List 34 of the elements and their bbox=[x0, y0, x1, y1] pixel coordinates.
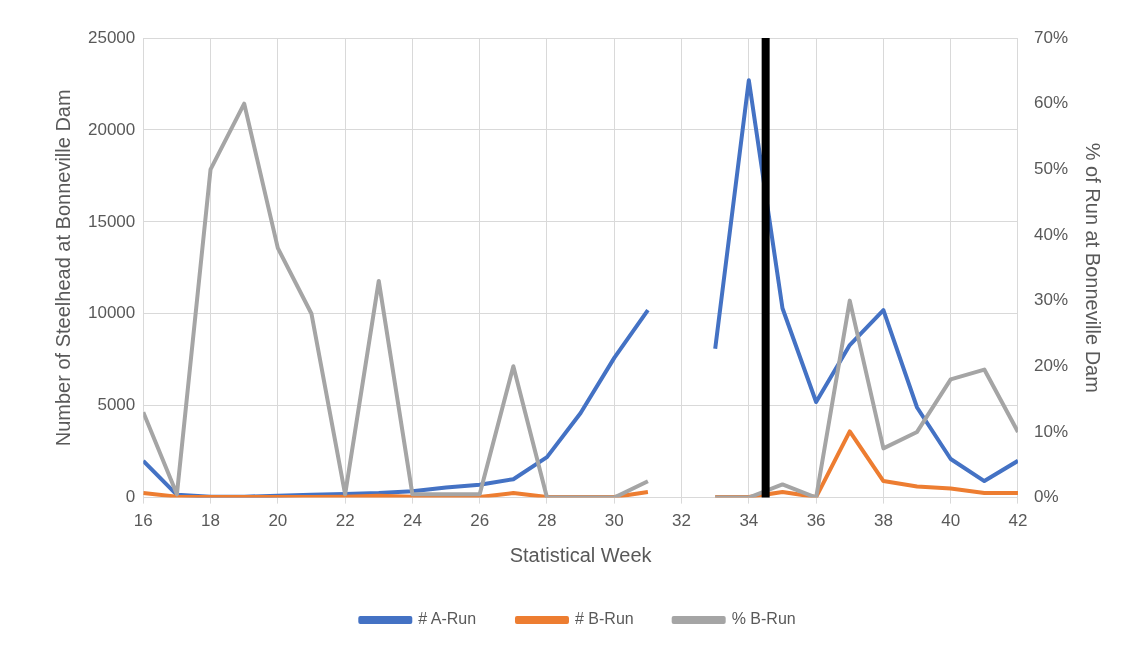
x-tick-label: 34 bbox=[739, 511, 759, 531]
x-tick-label: 24 bbox=[402, 511, 422, 531]
x-tick-label: 22 bbox=[335, 511, 355, 531]
y2-tick-label: 60% bbox=[1033, 93, 1069, 113]
y2-tick-label: 40% bbox=[1033, 224, 1069, 244]
y2-axis-title: % of Run at Bonneville Dam bbox=[1082, 142, 1105, 393]
y-tick-label: 0 bbox=[125, 487, 136, 507]
x-tick-label: 26 bbox=[470, 511, 490, 531]
legend-label: # B-Run bbox=[574, 610, 634, 628]
y-tick-label: 15000 bbox=[87, 211, 136, 231]
x-tick-label: 28 bbox=[537, 511, 557, 531]
y-tick-label: 25000 bbox=[87, 27, 136, 47]
x-tick-label: 36 bbox=[806, 511, 826, 531]
legend-label: % B-Run bbox=[731, 610, 796, 628]
y2-tick-label: 20% bbox=[1033, 355, 1069, 375]
x-tick-label: 40 bbox=[941, 511, 961, 531]
x-tick-label: 32 bbox=[672, 511, 692, 531]
y2-tick-label: 70% bbox=[1033, 27, 1069, 47]
y2-tick-label: 30% bbox=[1033, 290, 1069, 310]
x-tick-label: 18 bbox=[201, 511, 221, 531]
legend-label: # A-Run bbox=[418, 610, 477, 628]
x-tick-label: 42 bbox=[1008, 511, 1028, 531]
y-tick-label: 20000 bbox=[87, 119, 136, 139]
y-tick-label: 10000 bbox=[87, 303, 136, 323]
y-axis-title: Number of Steelhead at Bonneville Dam bbox=[51, 89, 74, 447]
y-tick-label: 5000 bbox=[97, 395, 136, 415]
y2-tick-label: 0% bbox=[1033, 487, 1059, 507]
x-tick-label: 30 bbox=[604, 511, 624, 531]
x-tick-label: 20 bbox=[268, 511, 288, 531]
x-axis-title: Statistical Week bbox=[509, 543, 653, 566]
x-tick-label: 38 bbox=[873, 511, 893, 531]
y2-tick-label: 50% bbox=[1033, 159, 1069, 178]
x-tick-label: 16 bbox=[133, 511, 153, 531]
y2-tick-label: 10% bbox=[1033, 421, 1069, 441]
